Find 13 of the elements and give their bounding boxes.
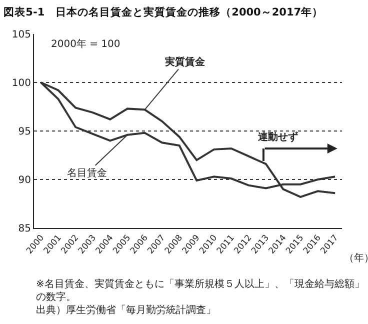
- y-tick-label: 95: [18, 126, 31, 138]
- text: ※名目賃金、実質賃金ともに「事業所規模５人以上」、「現金給与総額」の数字。: [36, 278, 364, 303]
- annotation: 2000年 = 100: [51, 38, 120, 50]
- y-tick-label: 90: [18, 175, 31, 186]
- source-note: 出典）厚生労働省「毎月勤労統計調査」: [36, 304, 216, 316]
- text: 実質賃金: [164, 56, 206, 68]
- annotation: 連動せず: [257, 131, 298, 143]
- y-tick-label: 85: [18, 224, 31, 234]
- x-axis-title: （年）: [344, 252, 368, 264]
- text: 名目賃金: [67, 167, 107, 179]
- y-tick-label: 105: [12, 30, 31, 40]
- chart-title: 図表5-1 日本の名目賃金と実質賃金の推移（2000～2017年）: [4, 5, 324, 18]
- y-tick-label: 100: [12, 78, 31, 89]
